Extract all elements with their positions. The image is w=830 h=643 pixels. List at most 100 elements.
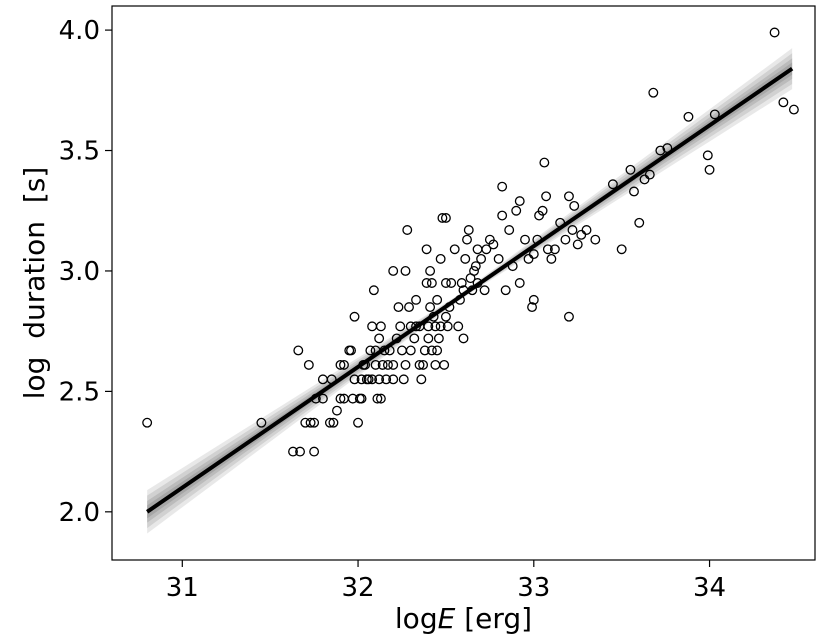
x-tick-label: 34	[693, 573, 726, 603]
x-axis-label: logE [erg]	[395, 602, 532, 635]
data-point	[528, 249, 539, 260]
data-point	[514, 278, 525, 288]
data-point	[426, 345, 437, 356]
data-point	[416, 374, 427, 385]
data-point	[572, 239, 583, 250]
data-point	[328, 417, 339, 428]
data-point	[375, 321, 386, 332]
x-tick-label: 31	[166, 573, 199, 603]
data-point	[500, 285, 511, 296]
data-point	[470, 261, 481, 272]
data-point	[379, 345, 390, 356]
data-point	[335, 393, 346, 404]
data-point	[365, 345, 376, 356]
data-point	[317, 393, 328, 404]
data-point	[370, 359, 381, 370]
data-point	[400, 266, 411, 276]
data-point	[702, 150, 713, 161]
data-point	[463, 225, 474, 235]
data-point	[456, 278, 467, 288]
data-point	[520, 234, 530, 245]
x-axis-ticks: 31 32 33 34	[166, 560, 726, 603]
data-point	[616, 244, 627, 255]
data-point	[430, 321, 441, 332]
data-point	[460, 253, 471, 264]
data-point	[511, 205, 522, 216]
data-point	[381, 374, 392, 385]
data-point	[507, 261, 518, 272]
data-point	[440, 278, 451, 288]
data-point	[388, 266, 399, 276]
data-point	[625, 164, 636, 175]
data-point	[440, 311, 451, 322]
y-tick-label: 3.0	[59, 257, 100, 287]
y-tick-label: 4.0	[59, 16, 100, 46]
data-point	[360, 359, 371, 370]
plot-frame	[111, 5, 816, 561]
x-axis-label-suffix: [erg]	[455, 602, 532, 635]
data-point	[346, 345, 356, 356]
data-point	[432, 345, 443, 356]
data-point	[488, 239, 499, 250]
data-point	[310, 393, 321, 404]
data-point	[704, 164, 715, 175]
data-point	[567, 225, 578, 235]
data-point	[339, 359, 349, 370]
data-point	[425, 302, 436, 313]
data-point	[462, 234, 472, 245]
data-point	[504, 225, 515, 235]
data-point	[256, 417, 267, 428]
data-point	[581, 225, 592, 235]
data-point	[305, 417, 316, 428]
data-point	[497, 181, 508, 192]
data-point	[288, 446, 298, 457]
data-point	[590, 234, 601, 245]
data-point	[388, 359, 399, 370]
data-point	[439, 359, 450, 370]
data-point	[546, 253, 557, 264]
data-point	[634, 217, 645, 228]
data-point	[395, 321, 406, 332]
data-point	[493, 253, 504, 264]
y-tick-label: 2.0	[59, 498, 100, 528]
data-point	[560, 234, 571, 245]
data-point	[404, 302, 414, 313]
data-point	[607, 179, 618, 190]
data-point	[377, 359, 388, 370]
data-point	[332, 405, 342, 416]
data-point	[142, 417, 153, 428]
x-tick-label: 32	[342, 573, 375, 603]
data-point	[349, 311, 360, 322]
data-point	[655, 145, 666, 156]
data-point	[542, 244, 553, 255]
data-point	[469, 266, 479, 276]
data-point	[435, 253, 446, 264]
data-point	[367, 374, 378, 385]
data-point	[433, 333, 444, 344]
data-point	[324, 417, 335, 428]
data-point	[391, 333, 402, 344]
data-point	[549, 244, 560, 255]
data-point	[481, 244, 492, 255]
data-point	[303, 359, 314, 370]
data-point	[449, 244, 460, 255]
y-tick-label: 3.5	[59, 137, 100, 167]
data-point	[353, 417, 364, 428]
data-point	[363, 374, 374, 385]
data-point	[569, 200, 580, 211]
data-point	[293, 345, 304, 356]
data-point	[421, 244, 432, 255]
y-tick-label: 2.5	[59, 377, 100, 407]
data-point	[414, 359, 425, 370]
data-point	[629, 186, 639, 197]
data-point	[409, 333, 420, 344]
data-point	[418, 359, 429, 370]
data-point	[382, 359, 393, 370]
data-point	[402, 225, 413, 235]
data-point	[539, 157, 550, 168]
data-point	[444, 302, 455, 313]
data-point	[497, 210, 508, 221]
data-point	[467, 285, 478, 296]
